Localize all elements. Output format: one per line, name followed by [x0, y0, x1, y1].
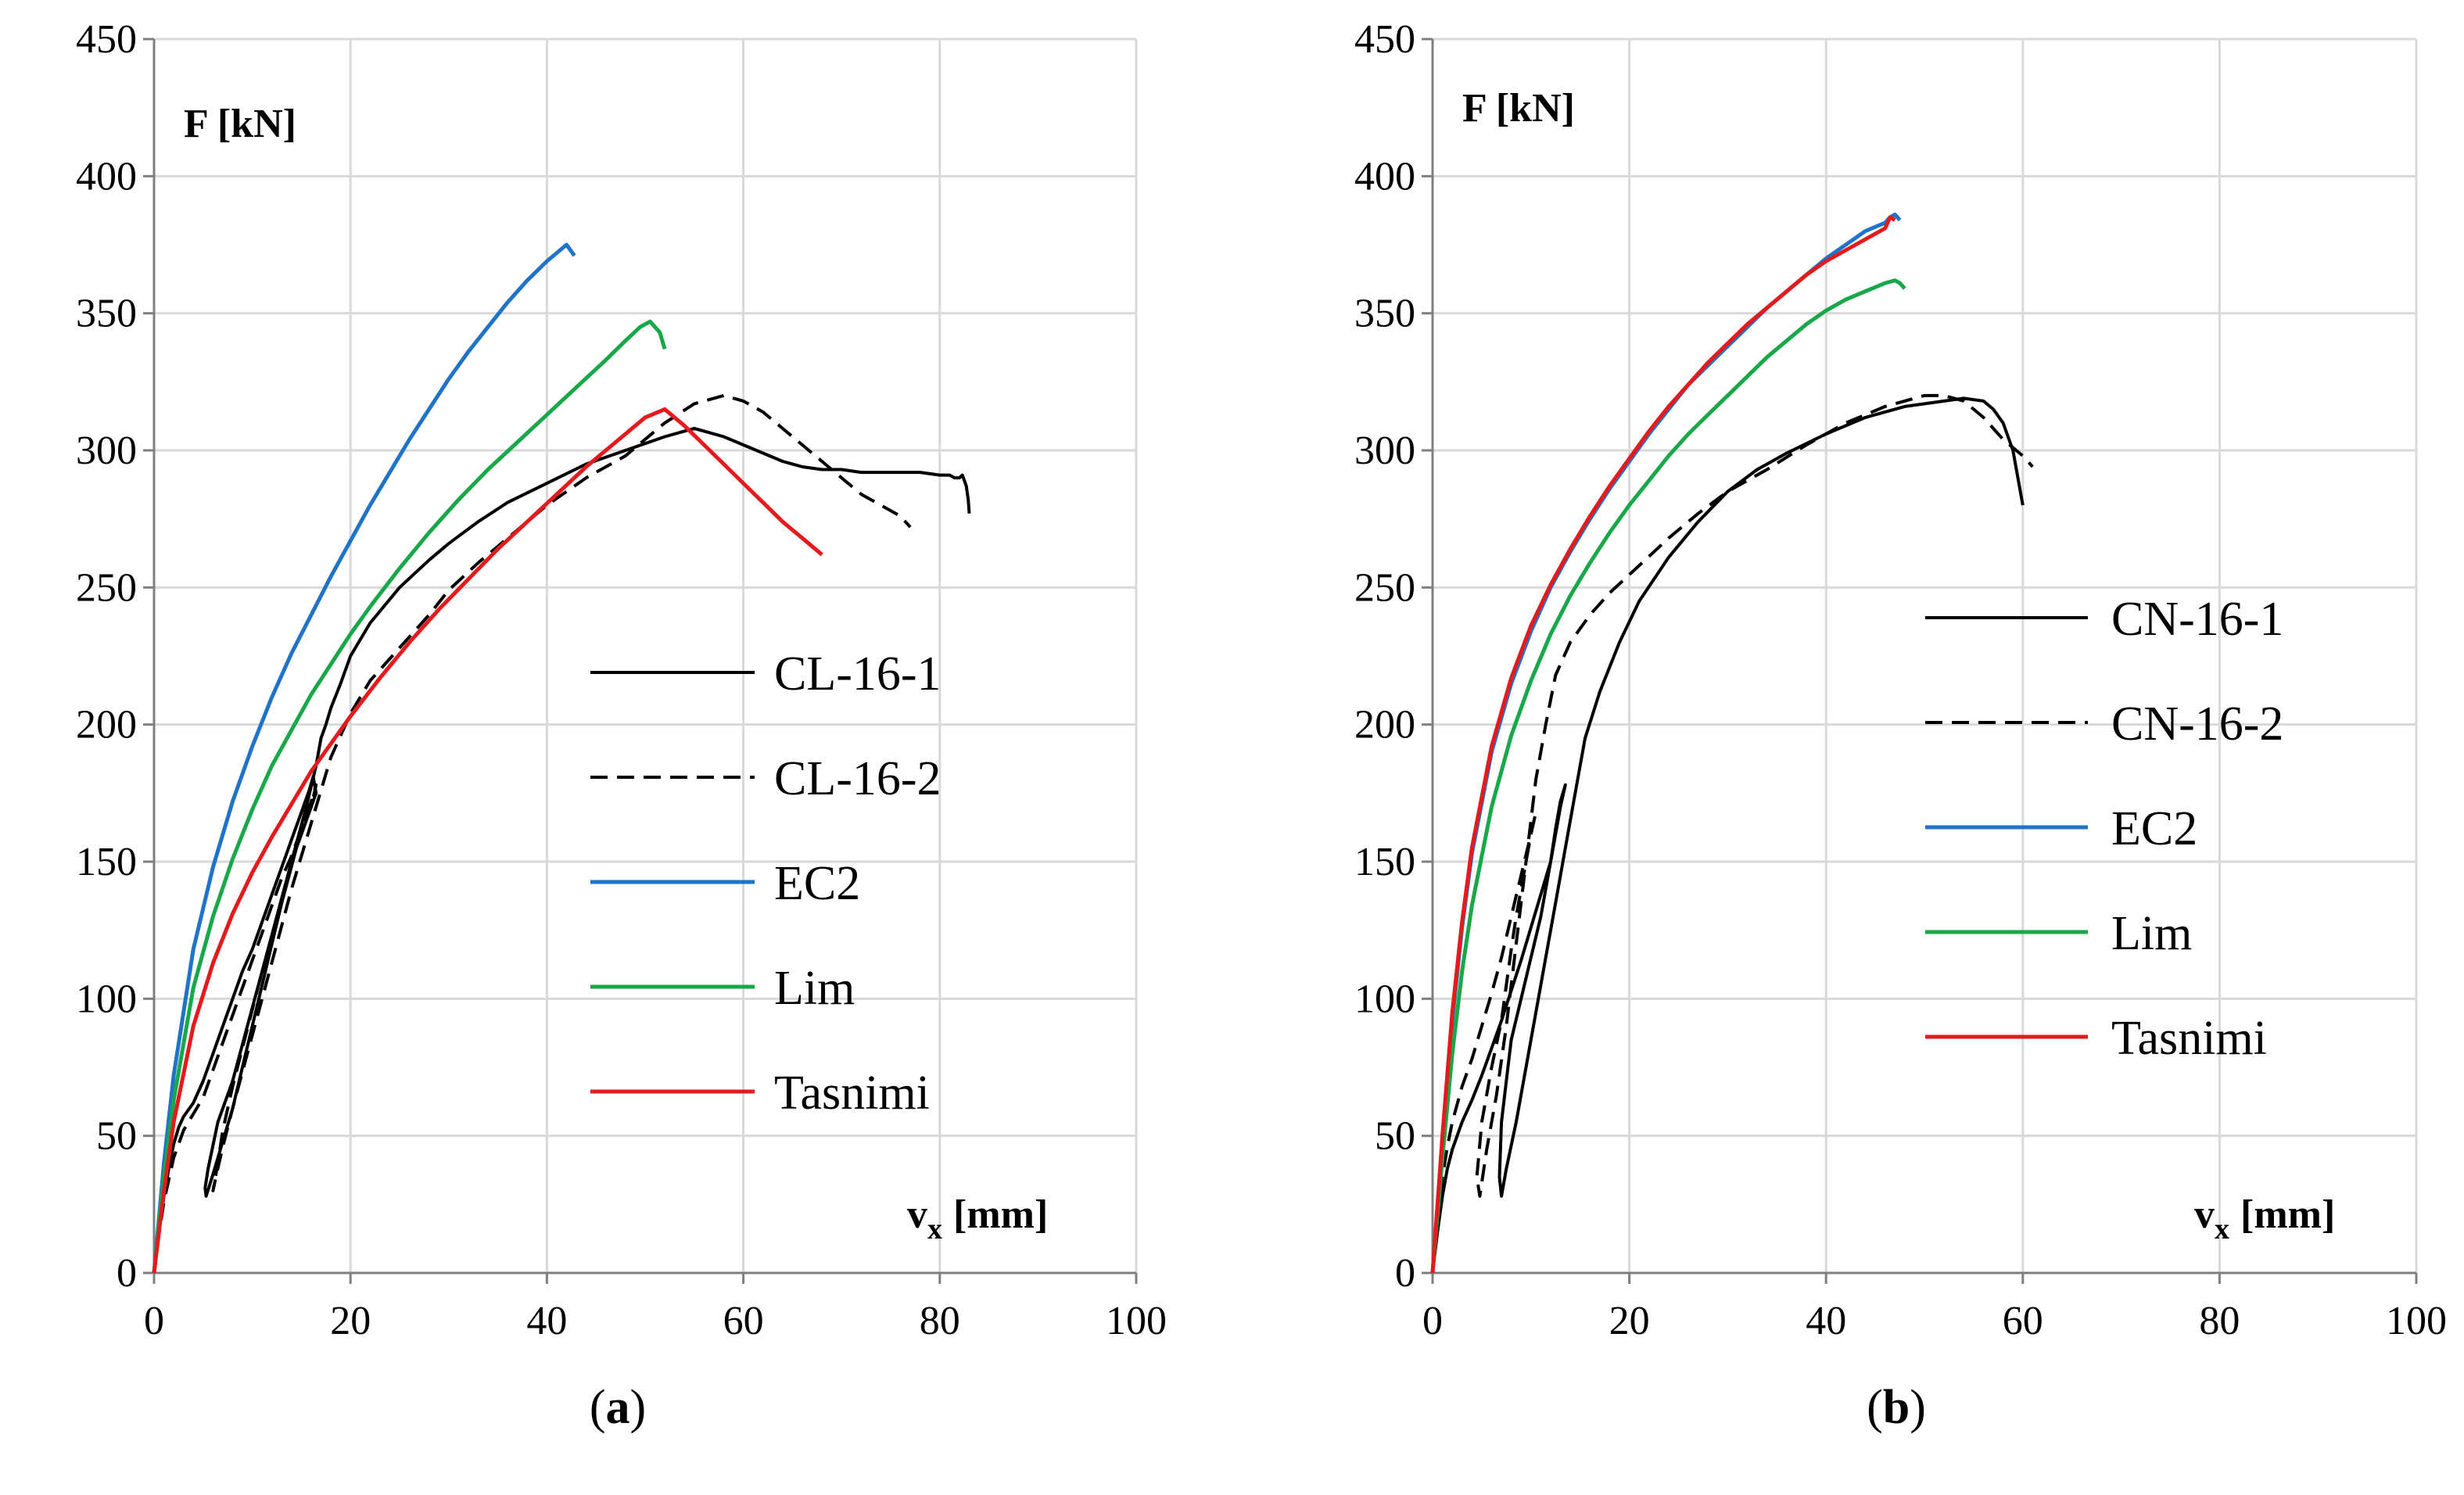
y-tick-label: 100	[76, 977, 137, 1021]
y-tick-label: 100	[1354, 977, 1415, 1021]
panel-label: (a)	[590, 1381, 646, 1434]
y-tick-label: 0	[1395, 1251, 1415, 1296]
x-tick-label: 0	[144, 1299, 164, 1343]
panel-label-open: (	[1867, 1381, 1883, 1434]
x-tick-label: 0	[1422, 1299, 1443, 1343]
panel-label-letter: a	[606, 1381, 630, 1434]
x-tick-label: 40	[526, 1299, 567, 1343]
y-tick-label: 450	[1354, 17, 1415, 62]
legend-label-lim: Lim	[2111, 907, 2192, 960]
y-tick-label: 50	[1375, 1114, 1415, 1159]
series-line-cn-16-2	[1431, 393, 2034, 1274]
x-axis-title-subscript: x	[927, 1213, 942, 1246]
series-line-cn-16-1	[1431, 396, 2025, 1274]
panel-label-letter: b	[1883, 1381, 1910, 1434]
y-tick-label: 350	[76, 292, 137, 336]
x-tick-label: 60	[2003, 1299, 2043, 1343]
y-tick-label: 350	[1354, 292, 1415, 336]
y-tick-label: 300	[76, 428, 137, 473]
y-axis-title: F [kN]	[1462, 86, 1575, 131]
chart-panel-b: 0 50 100 150 200 250 300 350 400 450 0 20 40 60 80 100 F…	[1354, 17, 2447, 1434]
legend-label-cl-16-1: CL-16-1	[774, 647, 941, 701]
legend-label-cn-16-1: CN-16-1	[2111, 593, 2283, 646]
x-axis-title-main: v	[2194, 1192, 2215, 1237]
y-axis-title: F [kN]	[184, 102, 296, 146]
legend-label-ec2: EC2	[774, 857, 860, 910]
series-line-tasnimi	[1430, 215, 1896, 1274]
x-tick-label: 40	[1806, 1299, 1846, 1343]
series-line-tasnimi	[152, 407, 823, 1274]
series-line-lim	[1430, 278, 1906, 1274]
x-axis-title-subscript: x	[2215, 1213, 2229, 1246]
x-tick-label: 20	[330, 1299, 371, 1343]
series-line-lim	[152, 319, 667, 1274]
legend-label-tasnimi: Tasnimi	[2111, 1012, 2267, 1065]
series-line-cl-16-2	[152, 393, 912, 1274]
y-tick-label: 200	[76, 703, 137, 748]
x-axis-title: vx [mm]	[2194, 1192, 2335, 1246]
y-tick-label: 400	[76, 154, 137, 199]
x-axis-title-main: v	[907, 1192, 927, 1237]
x-tick-label: 100	[2386, 1299, 2447, 1343]
chart-panel-a: 0 50 100 150 200 250 300 350 400 450 0 20 40 60 80 100 F…	[76, 17, 1167, 1434]
y-tick-label: 300	[1354, 428, 1415, 473]
legend-label-cn-16-2: CN-16-2	[2111, 697, 2283, 751]
y-tick-label: 0	[117, 1251, 137, 1296]
x-tick-label: 60	[723, 1299, 764, 1343]
x-tick-label: 20	[1609, 1299, 1650, 1343]
panel-label-close: )	[630, 1381, 647, 1434]
panel-label-close: )	[1910, 1381, 1926, 1434]
y-tick-label: 50	[96, 1114, 137, 1159]
y-tick-label: 450	[76, 17, 137, 62]
legend-label-tasnimi: Tasnimi	[774, 1067, 930, 1120]
x-tick-label: 80	[920, 1299, 960, 1343]
x-axis-title-unit: [mm]	[2240, 1192, 2335, 1237]
legend-label-cl-16-2: CL-16-2	[774, 752, 941, 805]
series-line-ec2	[152, 242, 576, 1274]
x-tick-label: 80	[2199, 1299, 2240, 1343]
panel-label-open: (	[590, 1381, 606, 1434]
legend-label-ec2: EC2	[2111, 802, 2197, 855]
y-tick-label: 150	[76, 840, 137, 884]
panel-label: (b)	[1867, 1381, 1926, 1434]
legend-label-lim: Lim	[774, 962, 855, 1015]
y-tick-label: 150	[1354, 840, 1415, 884]
x-axis-title: vx [mm]	[907, 1192, 1048, 1246]
y-tick-label: 400	[1354, 154, 1415, 199]
x-axis-title-unit: [mm]	[953, 1192, 1048, 1237]
series-line-cl-16-1	[152, 426, 971, 1274]
x-tick-label: 100	[1106, 1299, 1167, 1343]
y-tick-label: 250	[76, 565, 137, 610]
y-tick-label: 200	[1354, 703, 1415, 748]
y-tick-label: 250	[1354, 565, 1415, 610]
